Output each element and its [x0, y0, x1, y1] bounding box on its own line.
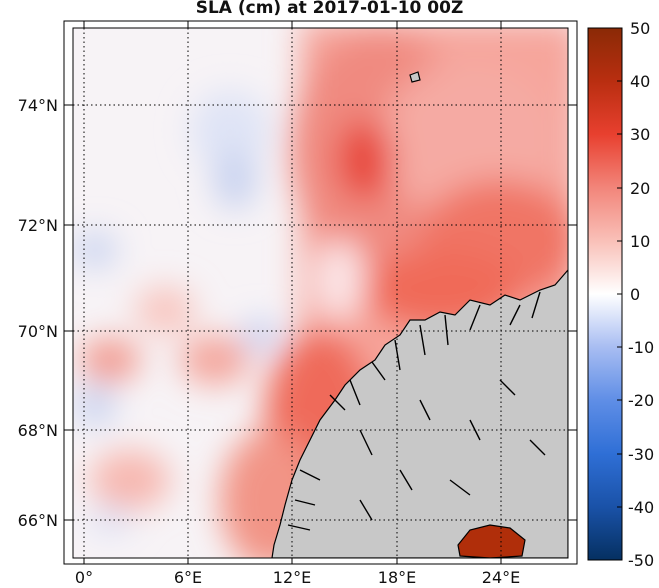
map-panel — [73, 28, 568, 558]
lon-label-6e: 6°E — [174, 568, 202, 587]
colorbar-tick-50: 50 — [630, 19, 650, 38]
colorbar-tick-0: 0 — [630, 285, 640, 304]
colorbar: 50 40 30 20 10 0 -10 -20 -30 -40 -50 — [587, 19, 654, 570]
lon-label-0: 0° — [75, 568, 93, 587]
coastline-fjords — [287, 291, 546, 531]
frame-ticks — [64, 21, 577, 564]
colorbar-tick-20: 20 — [630, 179, 650, 198]
map-outer-frame — [63, 20, 578, 565]
map-inner-frame — [72, 27, 569, 559]
map-title: SLA (cm) at 2017-01-10 00Z — [195, 0, 464, 18]
lon-label-12e: 12°E — [273, 568, 311, 587]
lat-label-68: 68°N — [18, 421, 58, 440]
colorbar-tick-neg20: -20 — [628, 391, 654, 410]
graticule — [73, 28, 568, 558]
colorbar-tick-40: 40 — [630, 72, 650, 91]
colorbar-ramp — [587, 27, 623, 561]
lat-label-70: 70°N — [18, 322, 58, 341]
colorbar-tick-neg30: -30 — [628, 445, 654, 464]
colorbar-tick-10: 10 — [630, 232, 650, 251]
lat-label-72: 72°N — [18, 216, 58, 235]
colorbar-tick-neg10: -10 — [628, 338, 654, 357]
colorbar-tick-30: 30 — [630, 125, 650, 144]
lat-label-74: 74°N — [18, 96, 58, 115]
lat-label-66: 66°N — [18, 511, 58, 530]
lon-label-24e: 24°E — [482, 568, 520, 587]
lake-highlight — [457, 524, 526, 558]
lon-label-18e: 18°E — [378, 568, 416, 587]
colorbar-tick-neg50: -50 — [628, 551, 654, 570]
land-scandinavia — [271, 269, 568, 558]
bear-island — [409, 71, 421, 83]
colorbar-tick-neg40: -40 — [628, 498, 654, 517]
